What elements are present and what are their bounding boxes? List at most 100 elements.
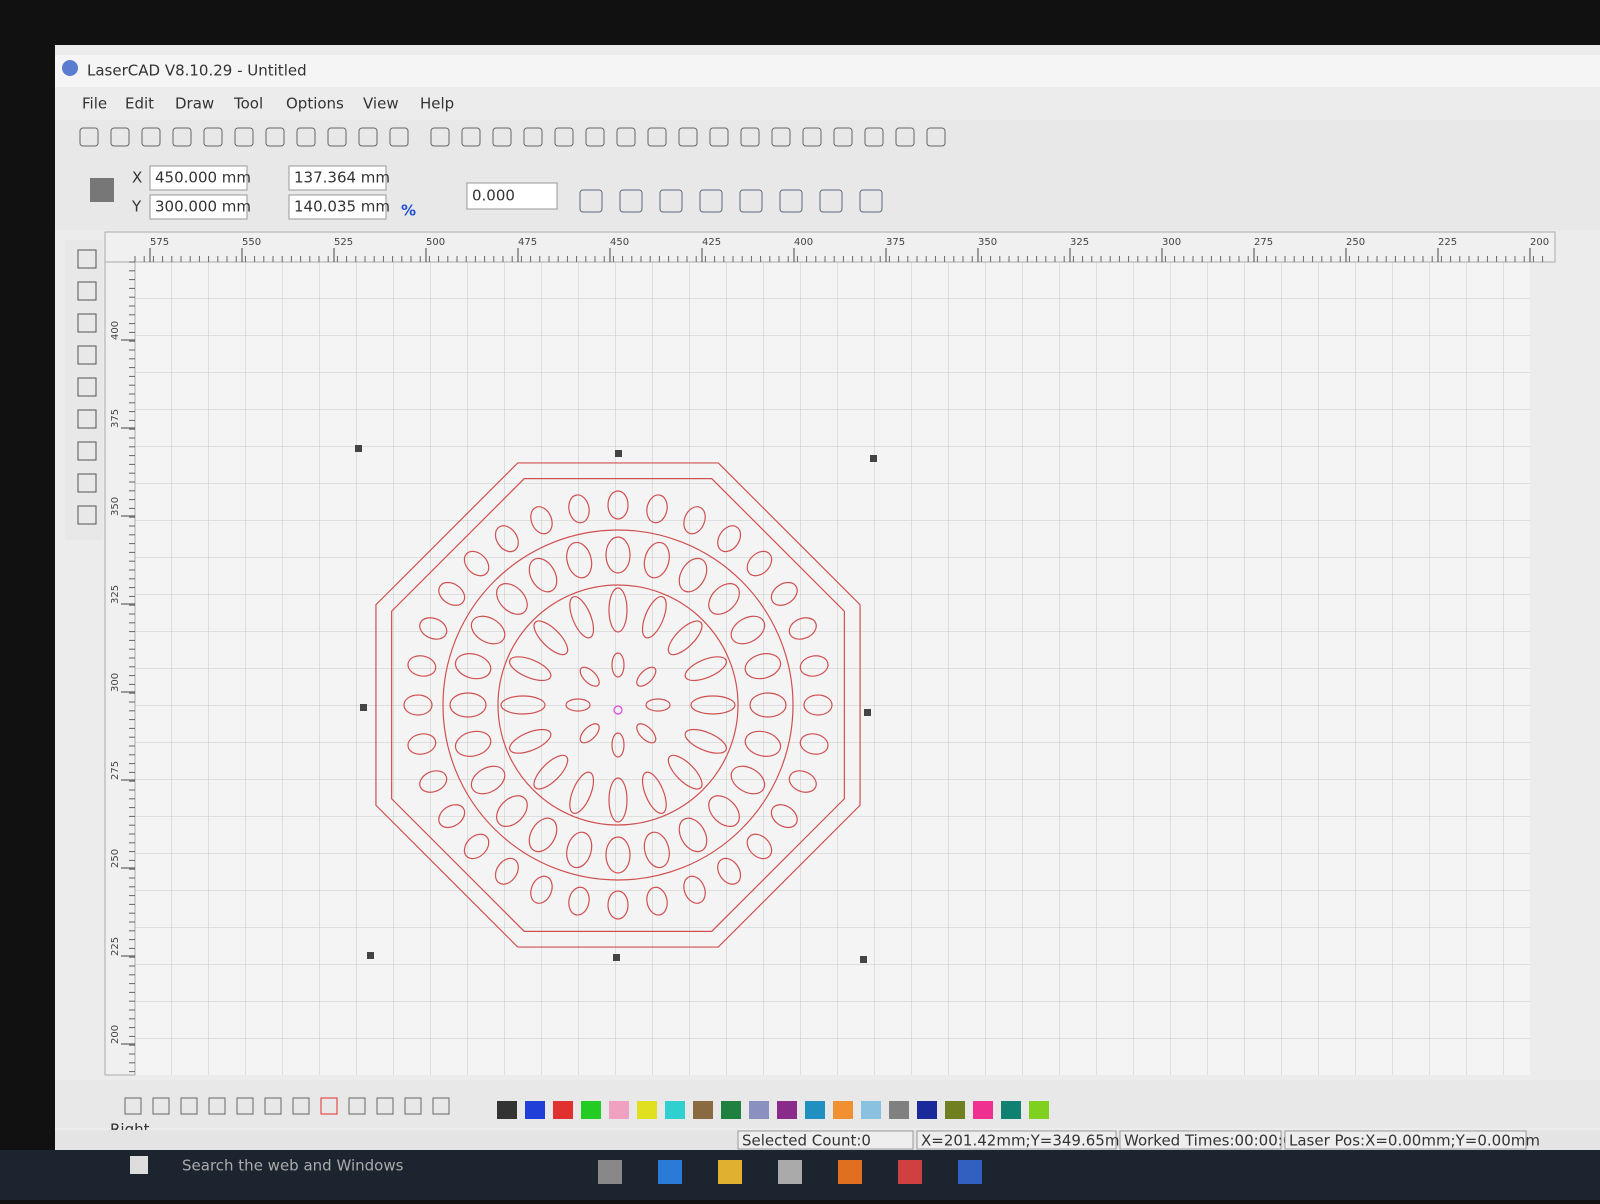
- taskbar-app[interactable]: [898, 1160, 922, 1184]
- tool-button[interactable]: [859, 189, 883, 213]
- tool-button[interactable]: [678, 127, 698, 147]
- menu-item[interactable]: File: [82, 95, 107, 113]
- tool-button[interactable]: [659, 189, 683, 213]
- align-button[interactable]: [432, 1097, 450, 1115]
- tool-button[interactable]: [802, 127, 822, 147]
- taskbar-app[interactable]: [838, 1160, 862, 1184]
- tool-button[interactable]: [895, 127, 915, 147]
- tool-button[interactable]: [864, 127, 884, 147]
- tool-button[interactable]: [585, 127, 605, 147]
- handle[interactable]: [360, 704, 367, 711]
- tool-button[interactable]: [523, 127, 543, 147]
- align-button[interactable]: [208, 1097, 226, 1115]
- color-swatch[interactable]: [637, 1101, 657, 1119]
- taskbar-app[interactable]: [958, 1160, 982, 1184]
- align-button[interactable]: [180, 1097, 198, 1115]
- taskbar-app[interactable]: [718, 1160, 742, 1184]
- align-button[interactable]: [152, 1097, 170, 1115]
- handle[interactable]: [615, 450, 622, 457]
- tool-button[interactable]: [265, 127, 285, 147]
- handle[interactable]: [864, 709, 871, 716]
- color-swatch[interactable]: [861, 1101, 881, 1119]
- menu-item[interactable]: Options: [286, 95, 344, 113]
- color-swatch[interactable]: [1029, 1101, 1049, 1119]
- align-button[interactable]: [376, 1097, 394, 1115]
- tool-button[interactable]: [647, 127, 667, 147]
- align-button[interactable]: [236, 1097, 254, 1115]
- color-swatch[interactable]: [665, 1101, 685, 1119]
- align-button[interactable]: [404, 1097, 422, 1115]
- color-swatch[interactable]: [833, 1101, 853, 1119]
- color-swatch[interactable]: [973, 1101, 993, 1119]
- draw-tool[interactable]: [77, 249, 97, 269]
- color-swatch[interactable]: [777, 1101, 797, 1119]
- tool-button[interactable]: [709, 127, 729, 147]
- color-swatch[interactable]: [945, 1101, 965, 1119]
- tool-button[interactable]: [619, 189, 643, 213]
- draw-tool[interactable]: [77, 473, 97, 493]
- anchor-icon[interactable]: [90, 178, 114, 202]
- tool-button[interactable]: [771, 127, 791, 147]
- align-button[interactable]: [292, 1097, 310, 1115]
- menu-item[interactable]: Tool: [233, 95, 263, 113]
- color-swatch[interactable]: [581, 1101, 601, 1119]
- tool-button[interactable]: [327, 127, 347, 147]
- color-swatch[interactable]: [497, 1101, 517, 1119]
- rotation-field[interactable]: [466, 182, 558, 210]
- handle[interactable]: [870, 455, 877, 462]
- tool-button[interactable]: [234, 127, 254, 147]
- tool-button[interactable]: [430, 127, 450, 147]
- menu-item[interactable]: Draw: [175, 95, 214, 113]
- tool-button[interactable]: [389, 127, 409, 147]
- tool-button[interactable]: [358, 127, 378, 147]
- handle[interactable]: [860, 956, 867, 963]
- handle[interactable]: [367, 952, 374, 959]
- color-swatch[interactable]: [1001, 1101, 1021, 1119]
- mandala[interactable]: [375, 462, 861, 948]
- tool-button[interactable]: [833, 127, 853, 147]
- align-button[interactable]: [264, 1097, 282, 1115]
- color-swatch[interactable]: [609, 1101, 629, 1119]
- tool-button[interactable]: [740, 127, 760, 147]
- tool-button[interactable]: [492, 127, 512, 147]
- tool-button[interactable]: [779, 189, 803, 213]
- tool-button[interactable]: [79, 127, 99, 147]
- color-swatch[interactable]: [693, 1101, 713, 1119]
- start-button[interactable]: [130, 1156, 148, 1174]
- tool-button[interactable]: [819, 189, 843, 213]
- tool-button[interactable]: [461, 127, 481, 147]
- draw-tool[interactable]: [77, 505, 97, 525]
- menu-item[interactable]: Edit: [125, 95, 154, 113]
- taskbar-search[interactable]: Search the web and Windows: [182, 1157, 404, 1175]
- height-field[interactable]: [288, 194, 387, 220]
- draw-tool[interactable]: [77, 313, 97, 333]
- draw-tool[interactable]: [77, 409, 97, 429]
- color-swatch[interactable]: [553, 1101, 573, 1119]
- tool-button[interactable]: [172, 127, 192, 147]
- tool-button[interactable]: [110, 127, 130, 147]
- tool-button[interactable]: [141, 127, 161, 147]
- menu-item[interactable]: View: [363, 95, 399, 113]
- x-field[interactable]: [149, 165, 248, 191]
- align-button[interactable]: [320, 1097, 338, 1115]
- tool-button[interactable]: [203, 127, 223, 147]
- tool-button[interactable]: [579, 189, 603, 213]
- taskbar-app[interactable]: [778, 1160, 802, 1184]
- tool-button[interactable]: [616, 127, 636, 147]
- draw-tool[interactable]: [77, 377, 97, 397]
- tool-button[interactable]: [926, 127, 946, 147]
- draw-tool[interactable]: [77, 281, 97, 301]
- taskbar-app[interactable]: [658, 1160, 682, 1184]
- color-swatch[interactable]: [917, 1101, 937, 1119]
- handle[interactable]: [613, 954, 620, 961]
- color-swatch[interactable]: [721, 1101, 741, 1119]
- color-swatch[interactable]: [805, 1101, 825, 1119]
- percent-toggle[interactable]: %: [401, 202, 416, 220]
- tool-button[interactable]: [739, 189, 763, 213]
- draw-tool[interactable]: [77, 345, 97, 365]
- color-swatch[interactable]: [525, 1101, 545, 1119]
- color-swatch[interactable]: [749, 1101, 769, 1119]
- tool-button[interactable]: [554, 127, 574, 147]
- width-field[interactable]: [288, 165, 387, 191]
- draw-tool[interactable]: [77, 441, 97, 461]
